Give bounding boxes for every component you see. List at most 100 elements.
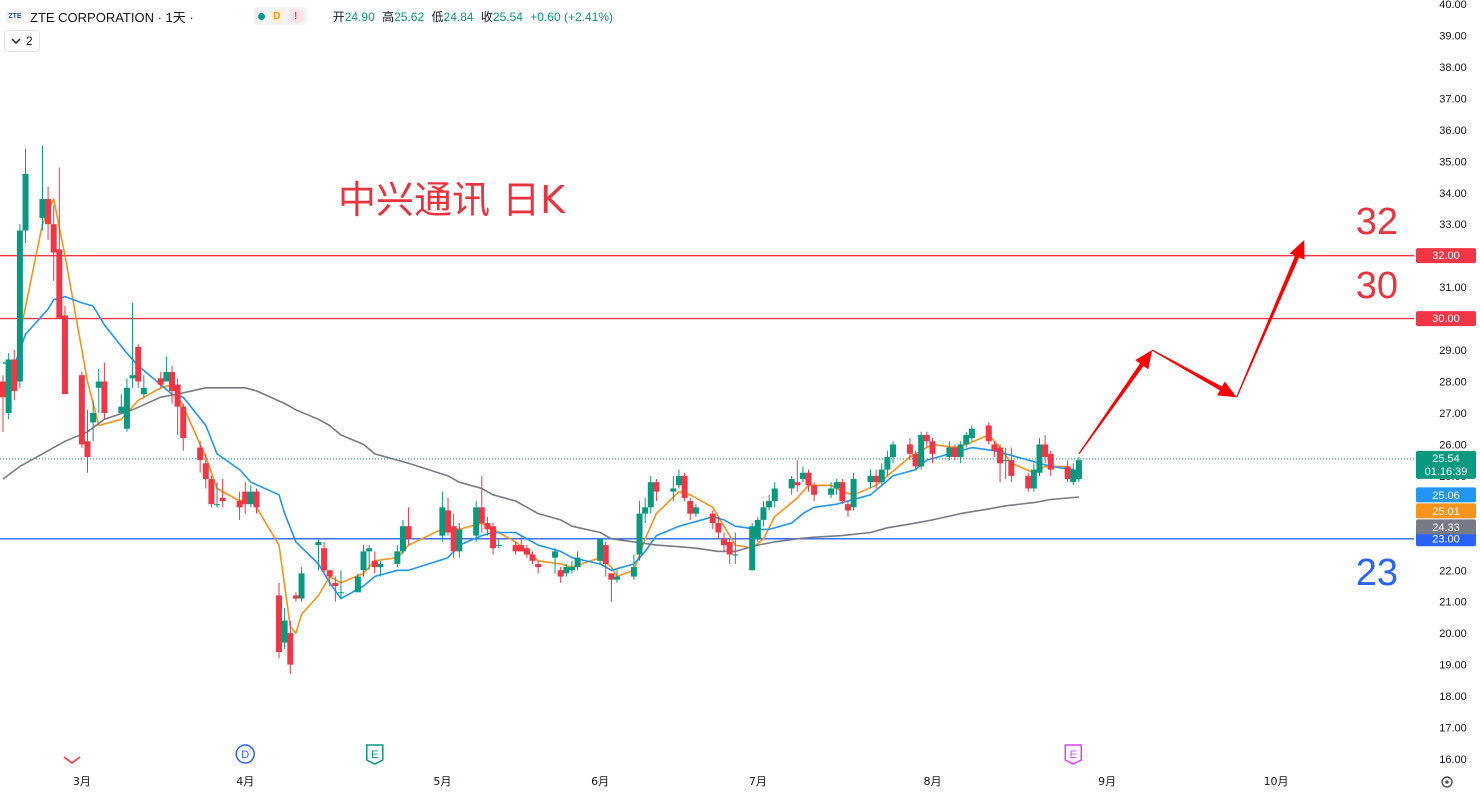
candle[interactable] — [337, 570, 344, 599]
candle[interactable] — [529, 551, 536, 564]
candle[interactable] — [1070, 463, 1077, 486]
price-tag[interactable]: 30.00 — [1416, 311, 1476, 327]
candle[interactable] — [833, 479, 840, 495]
candle[interactable] — [732, 532, 739, 564]
level-label-30[interactable]: 30 — [1356, 265, 1398, 307]
candle[interactable] — [670, 475, 677, 502]
candle[interactable] — [647, 475, 654, 514]
candle[interactable] — [946, 441, 953, 461]
dividend-marker[interactable]: D — [235, 744, 255, 764]
ma-price-tag[interactable]: 24.33 — [1416, 519, 1476, 535]
candle[interactable] — [563, 563, 570, 577]
candle[interactable] — [208, 475, 215, 508]
candle[interactable] — [985, 422, 992, 445]
candle[interactable] — [163, 356, 170, 382]
candle[interactable] — [321, 541, 328, 574]
candle[interactable] — [1008, 447, 1015, 483]
candle[interactable] — [129, 302, 136, 388]
candle[interactable] — [0, 375, 6, 432]
ma-price-tag[interactable]: 25.01 — [1416, 503, 1476, 519]
level-label-23[interactable]: 23 — [1356, 552, 1398, 594]
candle[interactable] — [850, 472, 857, 511]
candle[interactable] — [557, 567, 564, 583]
candle[interactable] — [1025, 472, 1032, 492]
candle[interactable] — [692, 504, 699, 517]
candle[interactable] — [771, 482, 778, 508]
candle[interactable] — [878, 463, 885, 486]
candle[interactable] — [512, 541, 519, 555]
candle[interactable] — [473, 501, 480, 542]
candle[interactable] — [754, 516, 761, 542]
candle[interactable] — [78, 372, 85, 448]
candle[interactable] — [630, 554, 637, 580]
candle[interactable] — [377, 560, 384, 577]
candle[interactable] — [535, 560, 542, 574]
candle[interactable] — [873, 469, 880, 489]
candle[interactable] — [726, 538, 733, 564]
candle[interactable] — [242, 482, 249, 514]
candle[interactable] — [884, 450, 891, 476]
projection-arrow[interactable] — [1236, 239, 1305, 398]
candle[interactable] — [715, 516, 722, 539]
candle[interactable] — [687, 497, 694, 520]
candle[interactable] — [1042, 434, 1049, 464]
moving-average-line[interactable] — [2, 387, 1079, 553]
candle[interactable] — [39, 145, 46, 231]
candle[interactable] — [180, 403, 187, 451]
candle[interactable] — [602, 541, 609, 577]
candle[interactable] — [61, 306, 68, 395]
candle[interactable] — [721, 532, 728, 552]
candle[interactable] — [597, 538, 604, 564]
level-label-32[interactable]: 32 — [1356, 201, 1398, 243]
moving-average-line[interactable] — [19, 198, 1080, 634]
candle[interactable] — [1047, 450, 1054, 476]
candle[interactable] — [991, 441, 998, 457]
candle[interactable] — [84, 409, 91, 473]
candle[interactable] — [354, 573, 361, 593]
candle[interactable] — [523, 545, 530, 558]
candle[interactable] — [298, 567, 305, 602]
candle[interactable] — [1002, 447, 1009, 480]
candle[interactable] — [118, 394, 125, 413]
candle[interactable] — [867, 469, 874, 489]
candle[interactable] — [929, 438, 936, 464]
candle[interactable] — [636, 501, 643, 561]
candle[interactable] — [760, 501, 767, 527]
candle[interactable] — [918, 431, 925, 470]
candle[interactable] — [1036, 438, 1043, 476]
ma-price-tag[interactable]: 25.06 — [1416, 487, 1476, 503]
candle[interactable] — [906, 438, 913, 461]
candle[interactable] — [439, 491, 446, 542]
candle[interactable] — [963, 431, 970, 448]
candle[interactable] — [394, 545, 401, 568]
chevron-down-icon[interactable] — [63, 756, 81, 764]
candle[interactable] — [292, 592, 299, 602]
candle[interactable] — [123, 378, 130, 432]
candle[interactable] — [16, 224, 23, 388]
candle[interactable] — [399, 519, 406, 555]
candle[interactable] — [799, 466, 806, 483]
alert-badge[interactable]: ! — [288, 9, 303, 23]
candle[interactable] — [157, 372, 164, 388]
candle[interactable] — [957, 441, 964, 464]
candle[interactable] — [574, 551, 581, 571]
candle[interactable] — [366, 545, 373, 571]
moving-average-line[interactable] — [2, 295, 1080, 600]
candle[interactable] — [1030, 463, 1037, 492]
candle[interactable] — [197, 441, 204, 473]
candle[interactable] — [997, 444, 1004, 483]
candle[interactable] — [90, 400, 97, 442]
earnings-marker[interactable]: E — [366, 744, 384, 765]
candle[interactable] — [174, 378, 181, 435]
candle[interactable] — [811, 482, 818, 502]
candle[interactable] — [371, 551, 378, 574]
candle[interactable] — [360, 545, 367, 577]
candle[interactable] — [168, 365, 175, 404]
candle[interactable] — [219, 479, 226, 508]
candle[interactable] — [236, 491, 243, 520]
candle[interactable] — [50, 205, 57, 281]
candle[interactable] — [484, 516, 491, 536]
candle[interactable] — [681, 472, 688, 502]
candle[interactable] — [253, 488, 260, 514]
